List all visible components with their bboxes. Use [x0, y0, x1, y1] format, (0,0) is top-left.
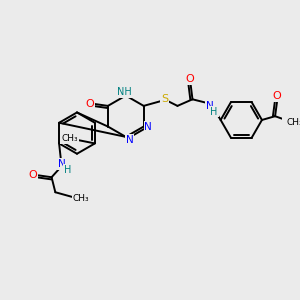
Text: N: N [126, 135, 134, 145]
Text: O: O [86, 99, 94, 109]
Text: S: S [161, 94, 168, 104]
Text: O: O [28, 170, 37, 180]
Text: O: O [273, 92, 281, 101]
Text: CH₃: CH₃ [61, 134, 78, 143]
Text: CH₃: CH₃ [286, 118, 300, 127]
Text: H: H [64, 165, 71, 175]
Text: N: N [145, 122, 152, 131]
Text: NH: NH [118, 87, 132, 97]
Text: H: H [210, 106, 218, 116]
Text: N: N [58, 159, 66, 169]
Text: N: N [206, 101, 213, 111]
Text: CH₃: CH₃ [72, 194, 89, 203]
Text: O: O [185, 74, 194, 84]
